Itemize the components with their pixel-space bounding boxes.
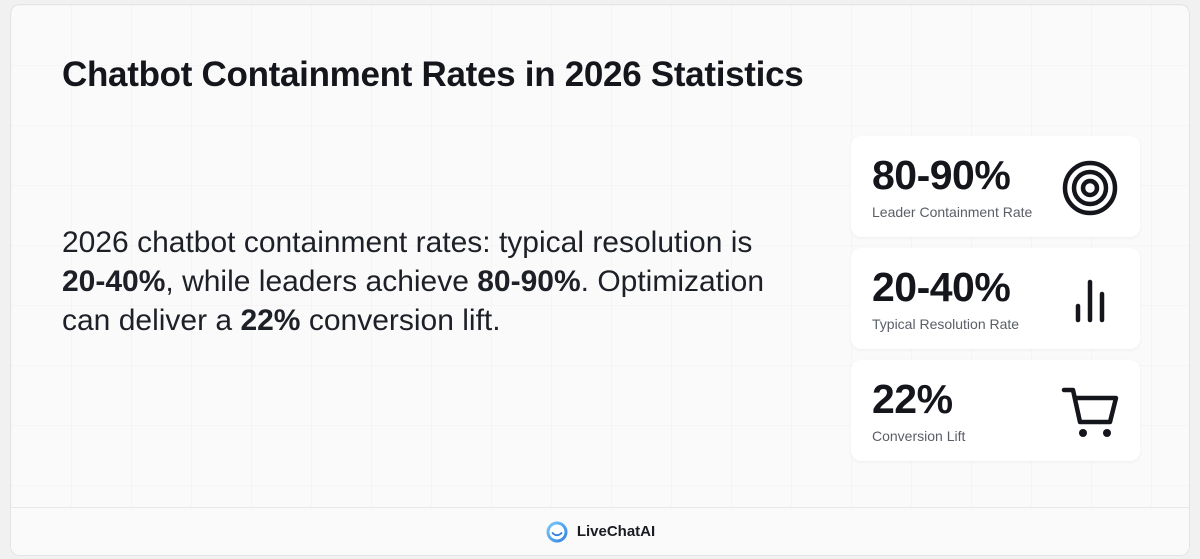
- summary-highlight-typical: 20-40%: [62, 265, 166, 298]
- page-title: Chatbot Containment Rates in 2026 Statis…: [62, 55, 804, 94]
- stat-card-typical-resolution: 20-40% Typical Resolution Rate: [851, 248, 1140, 349]
- summary-part-2: , while leaders achieve: [165, 265, 478, 298]
- summary-part-1: 2026 chatbot containment rates: typical …: [62, 226, 753, 259]
- brand-name: LiveChatAI: [576, 523, 656, 540]
- summary-highlight-leaders: 80-90%: [477, 265, 581, 298]
- shopping-cart-icon: [1061, 387, 1119, 437]
- stat-value: 20-40%: [872, 264, 1011, 310]
- stat-label: Typical Resolution Rate: [872, 316, 1020, 332]
- livechatai-logo-icon: [546, 521, 568, 542]
- stat-label: Conversion Lift: [872, 428, 966, 444]
- stat-cards: 80-90% Leader Containment Rate 20-40% Ty…: [851, 136, 1140, 472]
- stat-card-conversion-lift: 22% Conversion Lift: [851, 360, 1140, 461]
- stat-label: Leader Containment Rate: [872, 204, 1033, 220]
- footer: LiveChatAI: [11, 507, 1189, 555]
- summary-part-4: conversion lift.: [300, 304, 501, 337]
- stat-value: 22%: [872, 376, 953, 422]
- summary-highlight-lift: 22%: [240, 304, 301, 337]
- stat-value: 80-90%: [872, 152, 1011, 198]
- summary-part-3: . Optimization can deliver a: [62, 265, 765, 337]
- infographic-frame: Chatbot Containment Rates in 2026 Statis…: [10, 4, 1190, 556]
- summary-text: 2026 chatbot containment rates: typical …: [62, 223, 792, 340]
- stat-card-leader-containment: 80-90% Leader Containment Rate: [851, 136, 1140, 237]
- target-icon: [1062, 160, 1118, 216]
- bar-chart-icon: [1075, 279, 1105, 323]
